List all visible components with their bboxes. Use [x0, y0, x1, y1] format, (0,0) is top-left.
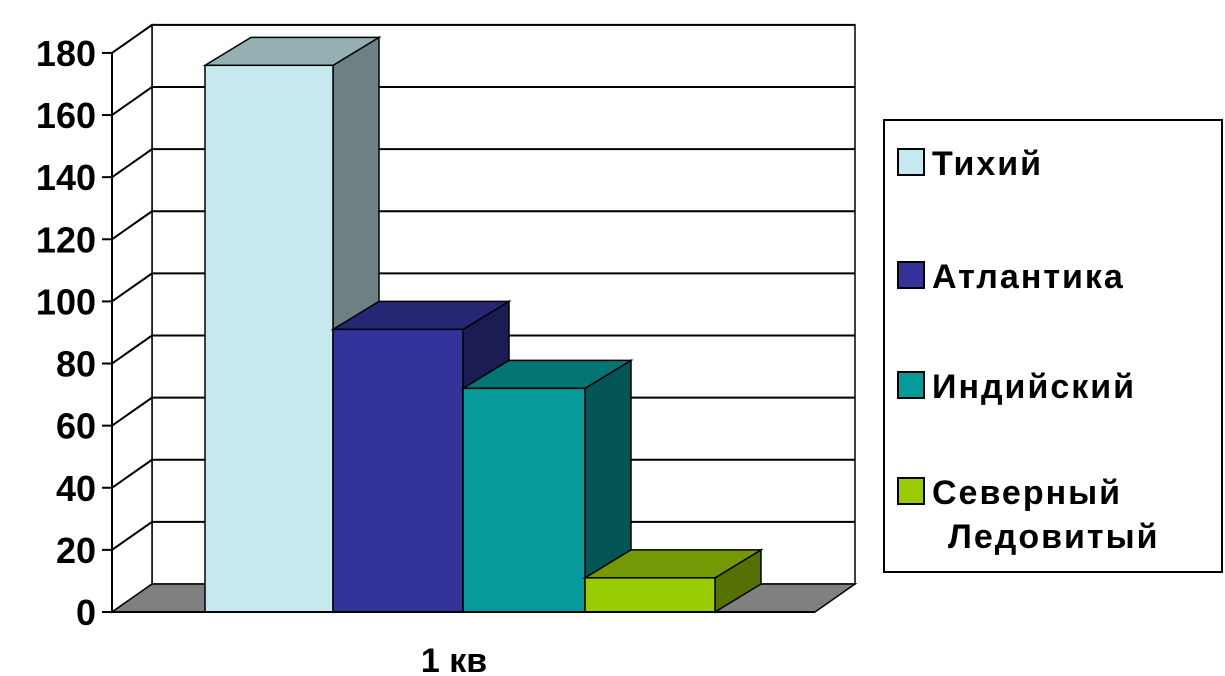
legend-label: Северный Ледовитый — [932, 474, 1160, 556]
gridline — [111, 148, 855, 178]
legend-box — [883, 119, 1223, 573]
bar-front — [584, 577, 716, 613]
legend-item-2: Атлантика — [897, 258, 1125, 296]
legend-swatch — [897, 148, 925, 176]
bar-front — [204, 64, 334, 613]
y-tick-label: 140 — [36, 157, 96, 198]
y-tick-label: 40 — [56, 468, 96, 509]
legend-swatch — [897, 261, 925, 289]
gridline — [111, 334, 855, 365]
gridline — [111, 272, 855, 303]
y-axis: 0 20 40 60 80 100 120 140 160 180 — [36, 33, 815, 633]
y-tick-label: 0 — [76, 592, 96, 633]
legend-label: Индийский — [932, 368, 1136, 406]
y-tick-label: 80 — [56, 344, 96, 385]
bar-3 — [460, 359, 634, 614]
x-category-label: 1 кв — [421, 642, 487, 676]
legend-item-4: Северный Ледовитый — [897, 474, 1160, 556]
gridline — [111, 86, 855, 116]
y-tick-label: 60 — [56, 406, 96, 447]
legend-item-1: Тихий — [897, 145, 1043, 183]
legend-swatch — [897, 477, 925, 505]
legend-label: Тихий — [932, 145, 1043, 183]
gridline — [111, 210, 855, 241]
bar-4 — [582, 548, 764, 614]
x-axis: 1 кв — [421, 642, 487, 676]
side-wall — [111, 23, 153, 614]
y-tick-label: 120 — [36, 219, 96, 260]
bar-front — [462, 387, 586, 613]
legend-label: Атлантика — [932, 258, 1125, 296]
legend-swatch — [897, 371, 925, 399]
legend-item-3: Индийский — [897, 368, 1136, 406]
bars — [202, 36, 764, 614]
gridline — [111, 23, 855, 54]
y-tick-label: 100 — [36, 281, 96, 322]
y-tick-label: 20 — [56, 530, 96, 571]
y-tick-label: 180 — [36, 33, 96, 74]
bar-front — [332, 328, 464, 613]
legend: Тихий Атлантика Индийский Северный Ледовитый — [883, 119, 1223, 573]
y-tick-label: 160 — [36, 95, 96, 136]
